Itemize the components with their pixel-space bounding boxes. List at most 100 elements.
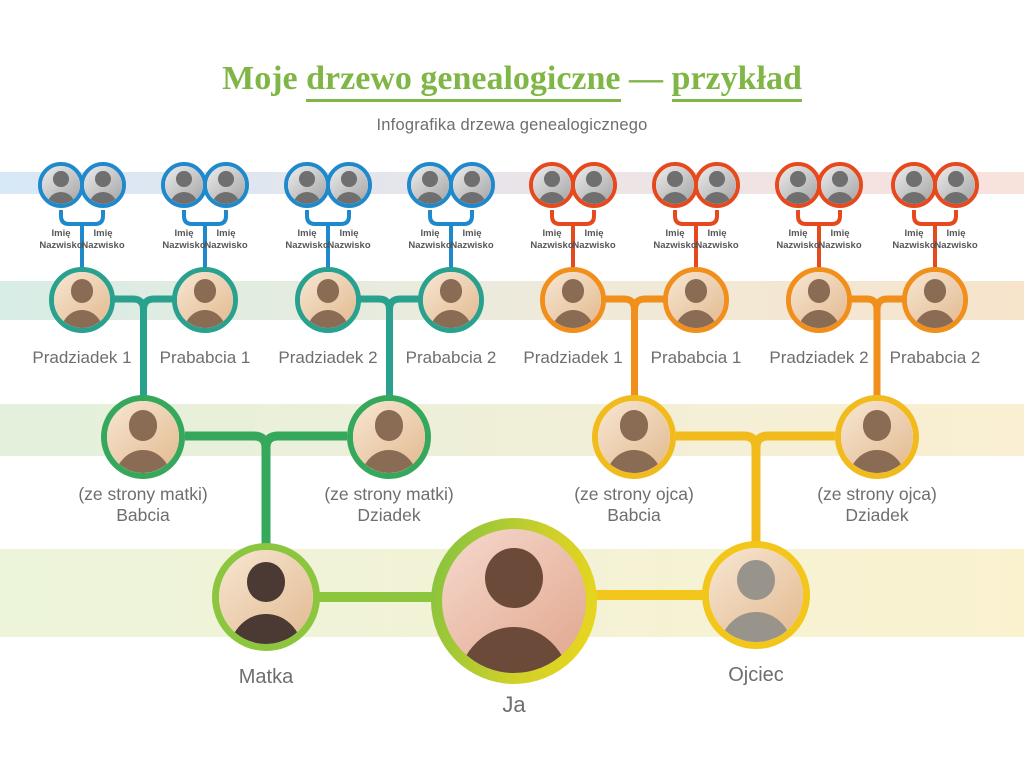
name-label: Imię Nazwisko — [156, 228, 212, 251]
paternal-grandfather-photo — [835, 395, 919, 479]
first-name-text: Imię — [297, 228, 317, 239]
last-name-text: Nazwisko — [81, 239, 125, 251]
great-grandmother-photo — [418, 267, 484, 333]
connector-bracket — [796, 210, 842, 270]
connector-bracket — [305, 210, 351, 270]
first-name-text: Imię — [665, 228, 685, 239]
last-name-text: Nazwisko — [408, 239, 452, 251]
portrait-photo — [177, 272, 233, 328]
ggg-parent-photo — [326, 162, 372, 208]
first-name-text: Imię — [51, 228, 71, 239]
portrait-photo — [779, 166, 817, 204]
portrait-photo — [598, 401, 670, 473]
first-name-text: Imię — [707, 228, 727, 239]
ggg-parent-photo — [933, 162, 979, 208]
first-name-text: Imię — [788, 228, 808, 239]
first-name-text: Imię — [904, 228, 924, 239]
connector-bracket — [550, 210, 596, 270]
connector-bracket — [428, 210, 474, 270]
ggg-parent-photo — [775, 162, 821, 208]
great-grandfather-photo — [540, 267, 606, 333]
portrait-photo — [54, 272, 110, 328]
ggg-parent-photo — [449, 162, 495, 208]
ggg-parent-photo — [284, 162, 330, 208]
portrait-photo — [841, 401, 913, 473]
connector-bracket — [849, 295, 905, 396]
mother-self-connector — [314, 592, 436, 602]
background-band-1 — [0, 172, 1024, 194]
portrait-photo — [330, 166, 368, 204]
great-grandparent-label: Prababcia 1 — [159, 348, 251, 367]
last-name-text: Nazwisko — [776, 239, 820, 251]
portrait-photo — [791, 272, 847, 328]
connector-bracket — [185, 431, 347, 545]
father-label: Ojciec — [728, 664, 784, 686]
title-underlined-suffix: przykład — [671, 60, 802, 102]
name-label: Imię Nazwisko — [886, 228, 942, 251]
ggg-parent-photo — [891, 162, 937, 208]
last-name-text: Nazwisko — [530, 239, 574, 251]
last-name-text: Nazwisko — [818, 239, 862, 251]
portrait-photo — [219, 550, 313, 644]
name-label: Imię Nazwisko — [279, 228, 335, 251]
first-name-text: Imię — [420, 228, 440, 239]
last-name-text: Nazwisko — [39, 239, 83, 251]
title-dash: — — [629, 60, 664, 97]
great-grandparent-label: Prababcia 2 — [405, 348, 497, 367]
self-photo — [431, 518, 597, 684]
name-label: Imię Nazwisko — [770, 228, 826, 251]
portrait-photo — [353, 401, 425, 473]
great-grandmother-photo — [902, 267, 968, 333]
ggg-parent-photo — [694, 162, 740, 208]
name-label: Imię Nazwisko — [566, 228, 622, 251]
great-grandparent-label: Prababcia 2 — [889, 348, 981, 367]
title-underlined-text: drzewo genealogiczne — [306, 60, 621, 102]
first-name-text: Imię — [584, 228, 604, 239]
name-label: Imię Nazwisko — [33, 228, 89, 251]
name-label: Imię Nazwisko — [198, 228, 254, 251]
first-name-text: Imię — [93, 228, 113, 239]
portrait-photo — [575, 166, 613, 204]
maternal-grandmother-photo — [101, 395, 185, 479]
name-label: Imię Nazwisko — [444, 228, 500, 251]
last-name-text: Nazwisko — [450, 239, 494, 251]
connector-bracket — [673, 210, 719, 270]
portrait-photo — [423, 272, 479, 328]
mother-label: Matka — [238, 666, 294, 688]
portrait-photo — [107, 401, 179, 473]
relation-text: Dziadek — [845, 505, 909, 525]
name-label: Imię Nazwisko — [321, 228, 377, 251]
first-name-text: Imię — [946, 228, 966, 239]
connector-bracket — [358, 295, 421, 396]
great-grandparent-label: Pradziadek 2 — [278, 348, 378, 367]
grandparent-label: (ze strony matki) Dziadek — [294, 484, 484, 526]
connector-bracket — [912, 210, 958, 270]
portrait-photo — [288, 166, 326, 204]
name-label: Imię Nazwisko — [928, 228, 984, 251]
first-name-text: Imię — [542, 228, 562, 239]
relation-text: Babcia — [607, 505, 661, 525]
page-subtitle: Infografika drzewa genealogicznego — [376, 116, 648, 134]
ggg-parent-photo — [652, 162, 698, 208]
portrait-photo — [533, 166, 571, 204]
last-name-text: Nazwisko — [653, 239, 697, 251]
name-label: Imię Nazwisko — [402, 228, 458, 251]
great-grandparent-label: Pradziadek 2 — [769, 348, 869, 367]
portrait-photo — [453, 166, 491, 204]
paternal-grandmother-photo — [592, 395, 676, 479]
portrait-photo — [84, 166, 122, 204]
first-name-text: Imię — [216, 228, 236, 239]
connector-bracket — [182, 210, 228, 270]
portrait-photo — [411, 166, 449, 204]
first-name-text: Imię — [462, 228, 482, 239]
ggg-parent-photo — [571, 162, 617, 208]
ggg-parent-photo — [529, 162, 575, 208]
portrait-photo — [42, 166, 80, 204]
page-title: Moje drzewo genealogiczne — przykład — [0, 60, 1024, 102]
ggg-parent-photo — [80, 162, 126, 208]
last-name-text: Nazwisko — [934, 239, 978, 251]
name-label: Imię Nazwisko — [75, 228, 131, 251]
side-note-text: (ze strony ojca) — [574, 484, 694, 504]
grandparent-label: (ze strony matki) Babcia — [48, 484, 238, 526]
